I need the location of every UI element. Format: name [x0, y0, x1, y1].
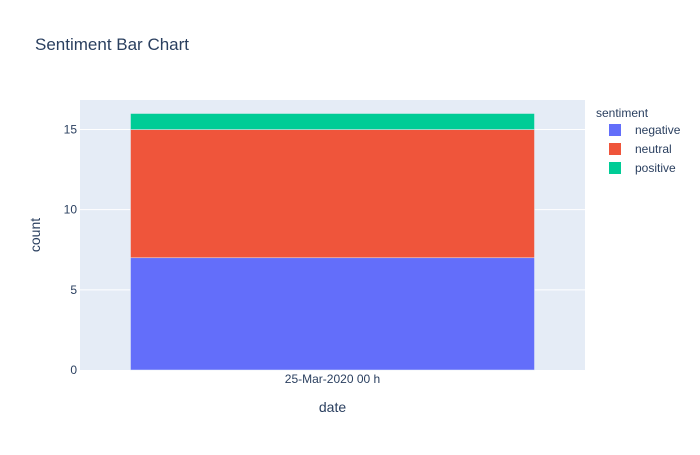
- legend-swatch-positive: [609, 162, 621, 174]
- x-tick-label: 25-Mar-2020 00 h: [285, 372, 380, 386]
- bar-negative: [130, 257, 535, 371]
- legend: sentiment negative neutral positive: [596, 106, 681, 175]
- legend-label-neutral: neutral: [635, 142, 672, 156]
- chart-title: Sentiment Bar Chart: [35, 35, 189, 54]
- bar-positive: [130, 113, 535, 130]
- legend-swatch-negative: [609, 124, 621, 136]
- y-tick-labels: 0 5 10 15: [64, 123, 78, 377]
- legend-items: negative neutral positive: [609, 123, 681, 175]
- legend-item-positive: positive: [609, 161, 676, 175]
- legend-item-neutral: neutral: [609, 142, 672, 156]
- legend-title: sentiment: [596, 106, 649, 120]
- legend-label-negative: negative: [635, 123, 681, 137]
- y-tick-label-5: 5: [70, 283, 77, 297]
- legend-swatch-neutral: [609, 143, 621, 155]
- y-axis-label: count: [27, 218, 43, 252]
- x-tick-labels: 25-Mar-2020 00 h: [285, 372, 380, 386]
- x-axis-label: date: [319, 399, 346, 415]
- y-tick-label-0: 0: [70, 363, 77, 377]
- y-tick-label-10: 10: [64, 203, 78, 217]
- legend-item-negative: negative: [609, 123, 681, 137]
- y-tick-label-15: 15: [64, 123, 78, 137]
- bars: [130, 113, 535, 371]
- bar-neutral: [130, 129, 535, 259]
- legend-label-positive: positive: [635, 161, 676, 175]
